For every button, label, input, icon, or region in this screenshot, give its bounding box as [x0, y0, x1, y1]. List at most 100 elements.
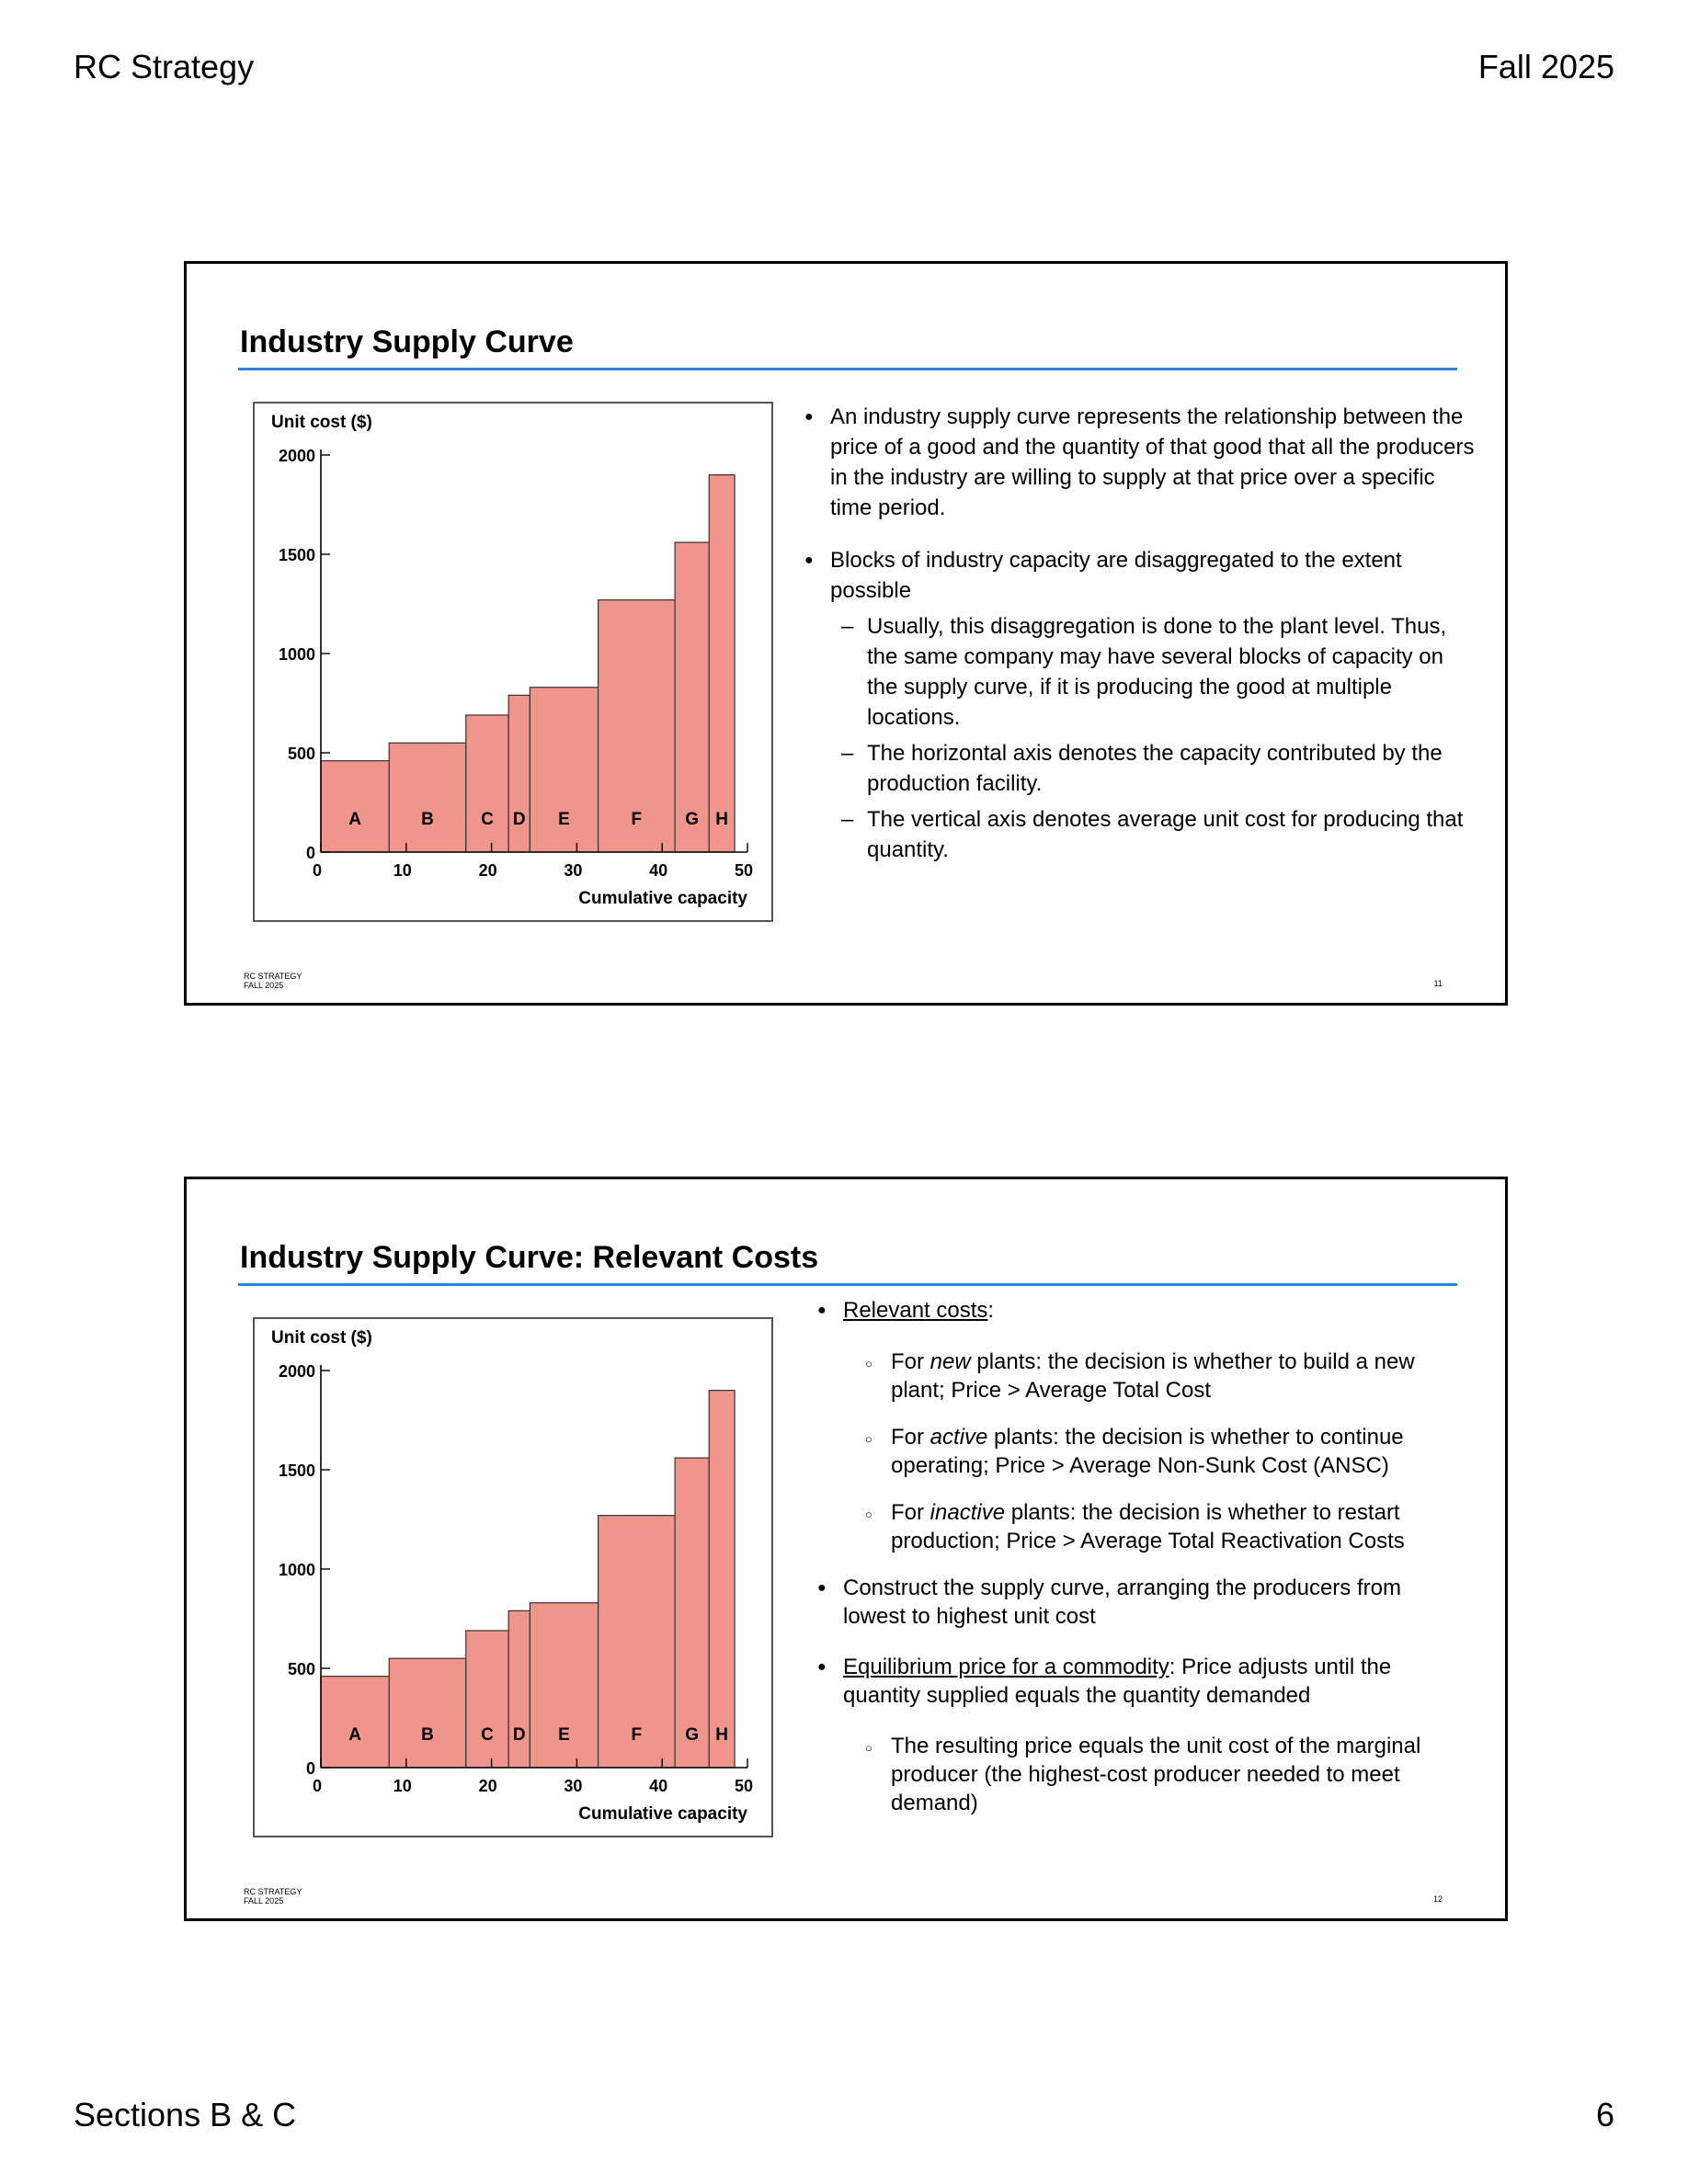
- slide-11: Industry Supply Curve Unit cost ($) A B C D E…: [184, 261, 1508, 1006]
- capacity-block-e: [529, 1602, 599, 1769]
- footer-line-1: RC STRATEGY: [244, 972, 302, 981]
- x-tick-label: 10: [393, 1777, 412, 1795]
- capacity-block-f: [598, 1515, 676, 1769]
- capacity-block-a: [320, 1676, 390, 1769]
- capacity-block-f: [598, 599, 676, 853]
- y-tick-label: 500: [288, 745, 315, 763]
- slide-12: Industry Supply Curve: Relevant Costs Un…: [184, 1177, 1508, 1921]
- title-rule: [238, 368, 1457, 370]
- emphasis: new: [930, 1349, 971, 1374]
- capacity-block-c: [465, 1630, 509, 1769]
- bullet-list: An industry supply curve represents the …: [804, 402, 1476, 870]
- header-left: RC Strategy: [74, 48, 255, 85]
- bullet-relevant-costs: Relevant costs:: [817, 1295, 1461, 1325]
- supply-curve-chart: Unit cost ($) A B C D E F G H 0 500 1000 1500 2000 0 10…: [253, 402, 773, 922]
- x-tick-label: 50: [735, 1777, 753, 1795]
- y-tick-label: 0: [306, 844, 315, 862]
- y-tick-label: 1000: [279, 645, 315, 664]
- sub-bullet-horizontal-axis: The horizontal axis denotes the capacity…: [804, 738, 1476, 799]
- circle-bullet-new-plants: For new plants: the decision is whether …: [817, 1348, 1461, 1405]
- capacity-block-h: [708, 1389, 736, 1769]
- block-label-b: B: [421, 810, 434, 829]
- footer-line-1: RC STRATEGY: [244, 1887, 302, 1896]
- supply-curve-svg: Unit cost ($) A B C D E F G H 0 500 1000 1500 2000 0 10…: [271, 413, 753, 908]
- circle-bullet-inactive-plants: For inactive plants: the decision is whe…: [817, 1498, 1461, 1555]
- bullet-list: Relevant costs: For new plants: the deci…: [817, 1295, 1461, 1836]
- y-tick-label: 2000: [279, 447, 315, 465]
- x-tick-label: 40: [649, 861, 667, 880]
- supply-curve-chart: Unit cost ($) A B C D E F G H 0 500 1000 1500 2000 0 10…: [253, 1317, 773, 1837]
- y-axis-label: Unit cost ($): [271, 413, 372, 432]
- bullet-equilibrium-price: Equilibrium price for a commodity: Price…: [817, 1653, 1461, 1710]
- capacity-block-b: [388, 1657, 467, 1769]
- equilibrium-term: Equilibrium price for a commodity: [843, 1655, 1169, 1679]
- header-right: Fall 2025: [1477, 48, 1614, 85]
- x-tick-label: 30: [564, 861, 582, 880]
- block-label-g: G: [685, 810, 699, 829]
- text: For: [891, 1349, 930, 1374]
- x-tick-label: 0: [313, 1777, 322, 1795]
- text: plants: the decision is whether to conti…: [891, 1425, 1404, 1478]
- y-tick-label: 1500: [279, 546, 315, 564]
- x-axis-label: Cumulative capacity: [578, 889, 747, 908]
- sub-bullet-plant-level: Usually, this disaggregation is done to …: [804, 611, 1476, 733]
- x-tick-label: 30: [564, 1777, 582, 1795]
- block-label-c: C: [481, 810, 494, 829]
- text: plants: the decision is whether to resta…: [891, 1500, 1405, 1553]
- bullet-disaggregation: Blocks of industry capacity are disaggre…: [804, 545, 1476, 606]
- capacity-block-g: [674, 1457, 710, 1769]
- relevant-costs-term: Relevant costs: [843, 1298, 988, 1323]
- text: plants: the decision is whether to build…: [891, 1349, 1415, 1403]
- x-tick-label: 50: [735, 861, 753, 880]
- page-header: RC Strategy Fall 2025: [74, 48, 1614, 86]
- y-tick-label: 1000: [279, 1561, 315, 1579]
- capacity-block-a: [320, 760, 390, 853]
- block-label-e: E: [558, 810, 570, 829]
- footer-line-2: FALL 2025: [244, 1896, 284, 1905]
- x-tick-label: 0: [313, 861, 322, 880]
- emphasis: active: [930, 1425, 988, 1450]
- block-label-d: D: [513, 1725, 526, 1745]
- slide-footer: RC STRATEGY FALL 2025: [244, 972, 302, 990]
- colon: :: [987, 1298, 995, 1323]
- block-label-a: A: [348, 1725, 361, 1745]
- sub-bullet-vertical-axis: The vertical axis denotes average unit c…: [804, 804, 1476, 865]
- x-tick-label: 40: [649, 1777, 667, 1795]
- block-label-h: H: [715, 1725, 728, 1745]
- y-axis-label: Unit cost ($): [271, 1328, 372, 1348]
- x-tick-label: 20: [479, 1777, 497, 1795]
- capacity-block-g: [674, 541, 710, 853]
- circle-bullet-active-plants: For active plants: the decision is wheth…: [817, 1423, 1461, 1480]
- x-tick-label: 20: [479, 861, 497, 880]
- block-label-h: H: [715, 810, 728, 829]
- supply-curve-svg: Unit cost ($) A B C D E F G H 0 500 1000 1500 2000 0 10…: [271, 1328, 753, 1824]
- slide-title: Industry Supply Curve: Relevant Costs: [240, 1240, 819, 1275]
- bullet-construct-curve: Construct the supply curve, arranging th…: [817, 1574, 1461, 1631]
- text: : Price adjusts until the quantity suppl…: [843, 1655, 1392, 1708]
- page-number: 6: [1595, 2096, 1614, 2133]
- block-label-f: F: [632, 810, 643, 829]
- page-footer: Sections B & C 6: [74, 2096, 1614, 2134]
- block-label-a: A: [348, 810, 361, 829]
- capacity-block-e: [529, 687, 599, 853]
- block-label-f: F: [632, 1725, 643, 1745]
- text: For: [891, 1425, 930, 1450]
- y-tick-label: 1500: [279, 1462, 315, 1480]
- capacity-block-h: [708, 473, 736, 853]
- text: For: [891, 1500, 930, 1525]
- x-tick-label: 10: [393, 861, 412, 880]
- block-label-d: D: [513, 810, 526, 829]
- title-rule: [238, 1283, 1457, 1286]
- capacity-block-b: [388, 742, 467, 853]
- y-tick-label: 0: [306, 1759, 315, 1778]
- circle-bullet-marginal-producer: The resulting price equals the unit cost…: [817, 1732, 1461, 1817]
- emphasis: inactive: [930, 1500, 1006, 1525]
- y-tick-label: 2000: [279, 1362, 315, 1381]
- footer-left: Sections B & C: [74, 2096, 297, 2133]
- block-label-b: B: [421, 1725, 434, 1745]
- y-tick-label: 500: [288, 1660, 315, 1678]
- bullet-definition: An industry supply curve represents the …: [804, 402, 1476, 523]
- slide-footer: RC STRATEGY FALL 2025: [244, 1887, 302, 1905]
- x-axis-label: Cumulative capacity: [578, 1804, 747, 1824]
- footer-line-2: FALL 2025: [244, 981, 284, 990]
